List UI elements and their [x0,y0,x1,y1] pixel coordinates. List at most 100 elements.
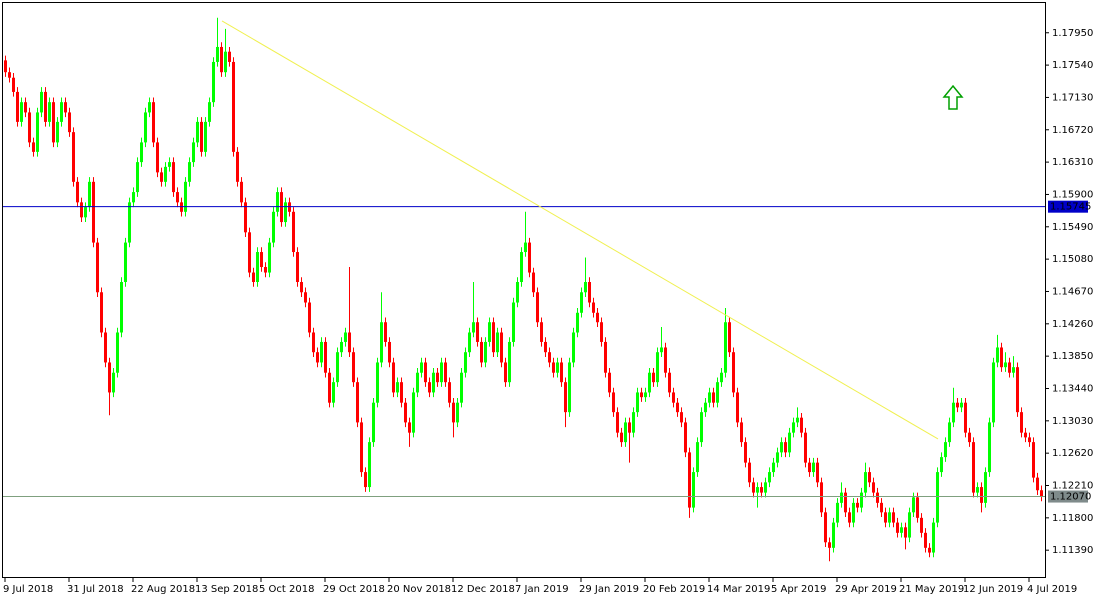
candle-body [176,192,179,203]
candle-body [240,181,243,203]
candle-body [708,392,711,403]
candle-body [60,102,63,122]
candle-body [848,512,851,523]
candle-body [896,522,899,533]
candle-body [420,362,423,373]
candle-body [624,422,627,443]
candle-body [108,362,111,393]
candle-body [632,412,635,433]
candle-body [604,341,607,373]
candle-body [684,422,687,453]
candle-body [248,232,251,273]
candle-body [588,282,591,303]
candle-body [660,347,663,353]
candle-body [740,422,743,443]
candle-body [640,392,643,398]
candle-body [312,332,315,353]
candle-body [768,472,771,483]
candle-body [568,362,571,413]
candle-body [16,91,19,122]
candle-body [284,202,287,223]
candle-body [296,252,299,283]
candle-body [504,362,507,383]
candle-body [92,181,95,243]
candle-body [484,341,487,363]
candle-body [628,422,631,433]
candle-body [1028,437,1031,443]
y-tick-label: 1.15080 [1052,254,1093,265]
candle-body [332,382,335,403]
candle-body [552,362,555,373]
candle-body [52,102,55,143]
candle-body [816,462,819,483]
candle-body [316,352,319,363]
candle-body [364,472,367,488]
candle-body [692,472,695,508]
candle-body [792,422,795,433]
candle-body [556,362,559,373]
candle-body [936,472,939,523]
candle-body [112,372,115,393]
candle-body [156,142,159,173]
candle-body [1004,362,1007,368]
y-tick-label: 1.11800 [1052,513,1093,524]
candle-body [88,181,91,208]
candle-body [592,302,595,313]
candle-body [820,482,823,513]
y-tick-label: 1.15900 [1052,189,1093,200]
candle-body [260,252,263,268]
candle-body [172,162,175,193]
candle-body [424,362,427,383]
candle-body [500,332,503,363]
candle-body [232,61,235,152]
price-label-box [1048,200,1088,213]
candle-body [512,302,515,342]
candle-body [356,382,359,423]
candle-body [920,517,923,533]
x-tick-label: 31 Jul 2018 [67,584,124,595]
candle-body [780,442,783,453]
candle-body [880,502,883,513]
candle-body [204,121,207,152]
x-tick-label: 29 Apr 2019 [835,584,897,595]
candle-body [1024,432,1027,438]
x-tick-label: 20 Feb 2019 [643,584,705,595]
candle-body [192,142,195,163]
candle-body [384,322,387,342]
candle-body [712,392,715,403]
candle-body [888,512,891,523]
candle-body [272,211,275,243]
candle-body [752,482,755,493]
candle-body [856,502,859,508]
candle-body [988,422,991,473]
candle-body [688,452,691,508]
y-tick-label: 1.17130 [1052,92,1093,103]
candle-body [960,402,963,408]
candle-body [992,362,995,423]
candle-body [804,432,807,463]
candle-body [24,102,27,113]
candle-body [208,102,211,122]
x-tick-label: 14 Mar 2019 [707,584,770,595]
candle-body [668,372,671,393]
candle-body [728,322,731,353]
candle-body [560,362,563,383]
candle-body [184,181,187,212]
candle-body [448,382,451,403]
candle-body [860,492,863,508]
candle-body [120,282,123,333]
candle-body [536,292,539,323]
price-label: 1.15745 [1050,202,1091,213]
y-tick-label: 1.12210 [1052,481,1093,492]
candle-body [244,202,247,233]
candle-body [72,132,75,182]
y-tick-label: 1.12620 [1052,448,1093,459]
candle-body [488,322,491,342]
candle-body [344,332,347,342]
candle-body [924,532,927,548]
candle-body [196,121,199,143]
candle-body [372,402,375,443]
candle-body [1020,412,1023,433]
